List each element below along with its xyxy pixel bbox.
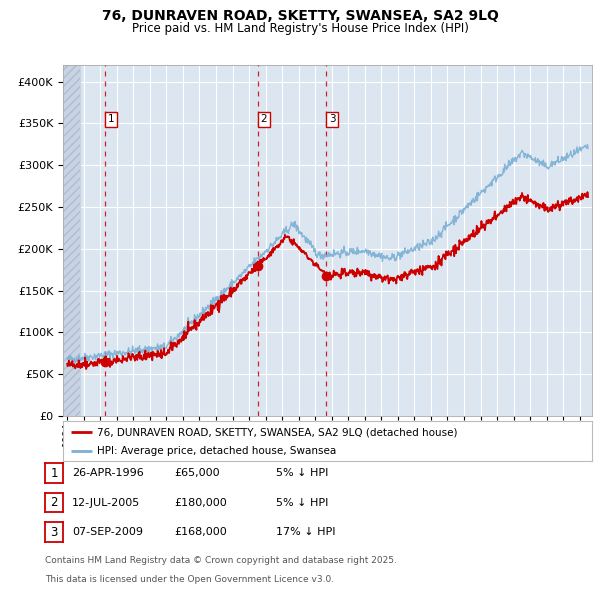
Text: £65,000: £65,000 (174, 468, 220, 478)
Text: £180,000: £180,000 (174, 498, 227, 507)
Text: 2: 2 (260, 114, 267, 124)
Text: 5% ↓ HPI: 5% ↓ HPI (276, 468, 328, 478)
Text: 17% ↓ HPI: 17% ↓ HPI (276, 527, 335, 537)
Text: This data is licensed under the Open Government Licence v3.0.: This data is licensed under the Open Gov… (45, 575, 334, 584)
Text: 5% ↓ HPI: 5% ↓ HPI (276, 498, 328, 507)
Bar (63, 65, 80, 416)
Text: 3: 3 (329, 114, 335, 124)
Bar (63, 65, 80, 416)
Text: 76, DUNRAVEN ROAD, SKETTY, SWANSEA, SA2 9LQ: 76, DUNRAVEN ROAD, SKETTY, SWANSEA, SA2 … (101, 9, 499, 23)
Text: 1: 1 (107, 114, 114, 124)
Text: HPI: Average price, detached house, Swansea: HPI: Average price, detached house, Swan… (97, 447, 337, 456)
Text: 1: 1 (50, 467, 58, 480)
Text: 07-SEP-2009: 07-SEP-2009 (72, 527, 143, 537)
Text: 76, DUNRAVEN ROAD, SKETTY, SWANSEA, SA2 9LQ (detached house): 76, DUNRAVEN ROAD, SKETTY, SWANSEA, SA2 … (97, 427, 458, 437)
Text: Contains HM Land Registry data © Crown copyright and database right 2025.: Contains HM Land Registry data © Crown c… (45, 556, 397, 565)
Text: 3: 3 (50, 526, 58, 539)
Text: 12-JUL-2005: 12-JUL-2005 (72, 498, 140, 507)
Text: 26-APR-1996: 26-APR-1996 (72, 468, 144, 478)
Text: £168,000: £168,000 (174, 527, 227, 537)
Text: Price paid vs. HM Land Registry's House Price Index (HPI): Price paid vs. HM Land Registry's House … (131, 22, 469, 35)
Text: 2: 2 (50, 496, 58, 509)
